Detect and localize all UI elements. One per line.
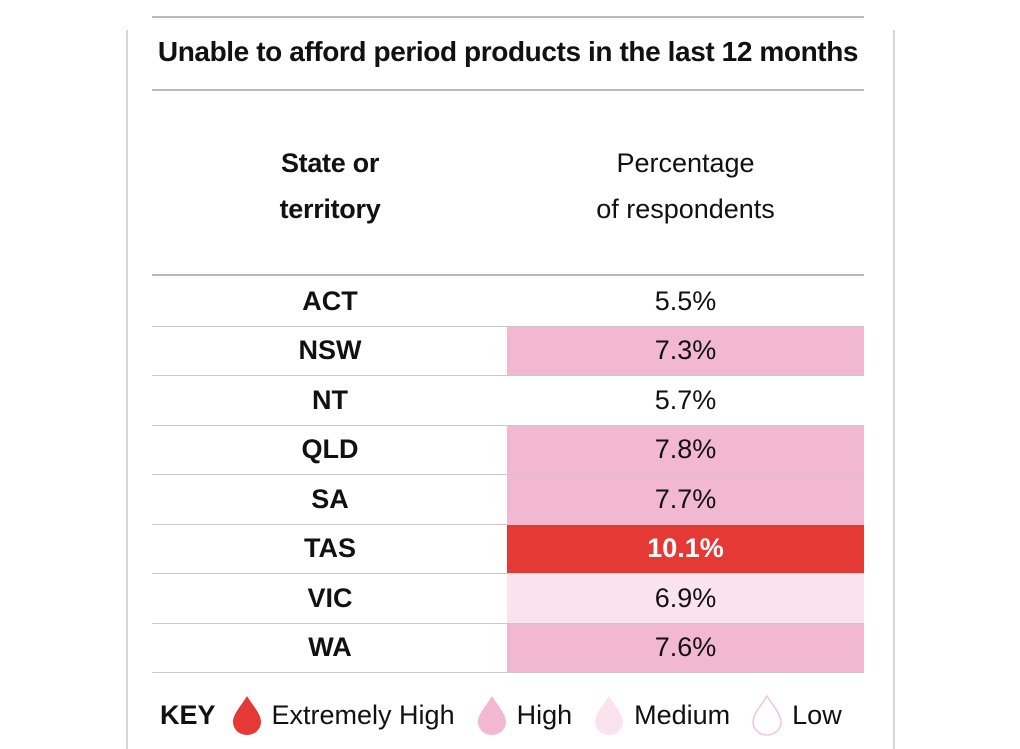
value-cell: 7.3%: [507, 326, 864, 375]
legend-item: High: [475, 694, 573, 736]
table-row: TAS 10.1%: [152, 524, 864, 574]
value-cell: 5.5%: [507, 277, 864, 326]
top-divider: [152, 16, 864, 18]
drop-outline-icon: [752, 694, 782, 736]
table-row: SA 7.7%: [152, 475, 864, 525]
header-line: State or: [280, 148, 380, 178]
value-cell: 6.9%: [507, 574, 864, 623]
table-body: ACT 5.5% NSW 7.3% NT 5.7% QLD 7.8% SA 7.7% TAS 10.1…: [152, 277, 864, 673]
legend-swatch: [595, 696, 624, 735]
header-line: of respondents: [596, 194, 775, 224]
value-cell: 10.1%: [507, 524, 864, 573]
drop-icon: [232, 696, 261, 735]
value-cell: 7.8%: [507, 425, 864, 474]
value-cell: 5.7%: [507, 376, 864, 425]
legend-label: Extremely High: [271, 699, 455, 730]
state-cell: SA: [311, 483, 349, 514]
value-cell: 7.7%: [507, 475, 864, 524]
state-cell: ACT: [302, 285, 358, 316]
legend-swatch: [752, 694, 782, 736]
legend-swatch: [477, 696, 506, 735]
state-cell: QLD: [301, 434, 359, 465]
column-header-percentage: Percentage of respondents: [507, 140, 864, 232]
legend-item: Extremely High: [230, 694, 455, 736]
table-row: QLD 7.8%: [152, 425, 864, 475]
chart-title: Unable to afford period products in the …: [157, 36, 859, 67]
drop-icon: [595, 696, 624, 735]
state-cell: TAS: [304, 533, 356, 564]
legend-label: Low: [792, 699, 842, 730]
value-cell: 7.6%: [507, 623, 864, 672]
legend-swatch: [232, 696, 261, 735]
table-row: ACT 5.5%: [152, 277, 864, 327]
column-header-state: State or territory: [230, 140, 430, 232]
header-line: territory: [279, 194, 381, 224]
legend-item: Low: [750, 694, 842, 736]
state-cell: VIC: [307, 582, 353, 613]
table-row: WA 7.6%: [152, 623, 864, 673]
state-cell: NSW: [298, 335, 362, 366]
legend-item: Medium: [592, 694, 730, 736]
legend-label: High: [516, 699, 573, 730]
drop-icon: [477, 696, 506, 735]
title-divider: [152, 89, 864, 91]
state-cell: WA: [308, 632, 352, 663]
header-line: Percentage: [616, 148, 755, 178]
left-rule: [126, 30, 128, 749]
header-divider: [152, 274, 864, 276]
legend: KEY Extremely High High Medium Low: [152, 690, 864, 740]
state-cell: NT: [312, 384, 348, 415]
right-rule: [893, 30, 895, 749]
table-row: VIC 6.9%: [152, 574, 864, 624]
key-label: KEY: [160, 699, 216, 730]
table-row: NT 5.7%: [152, 376, 864, 426]
legend-label: Medium: [634, 699, 731, 730]
table-row: NSW 7.3%: [152, 326, 864, 376]
